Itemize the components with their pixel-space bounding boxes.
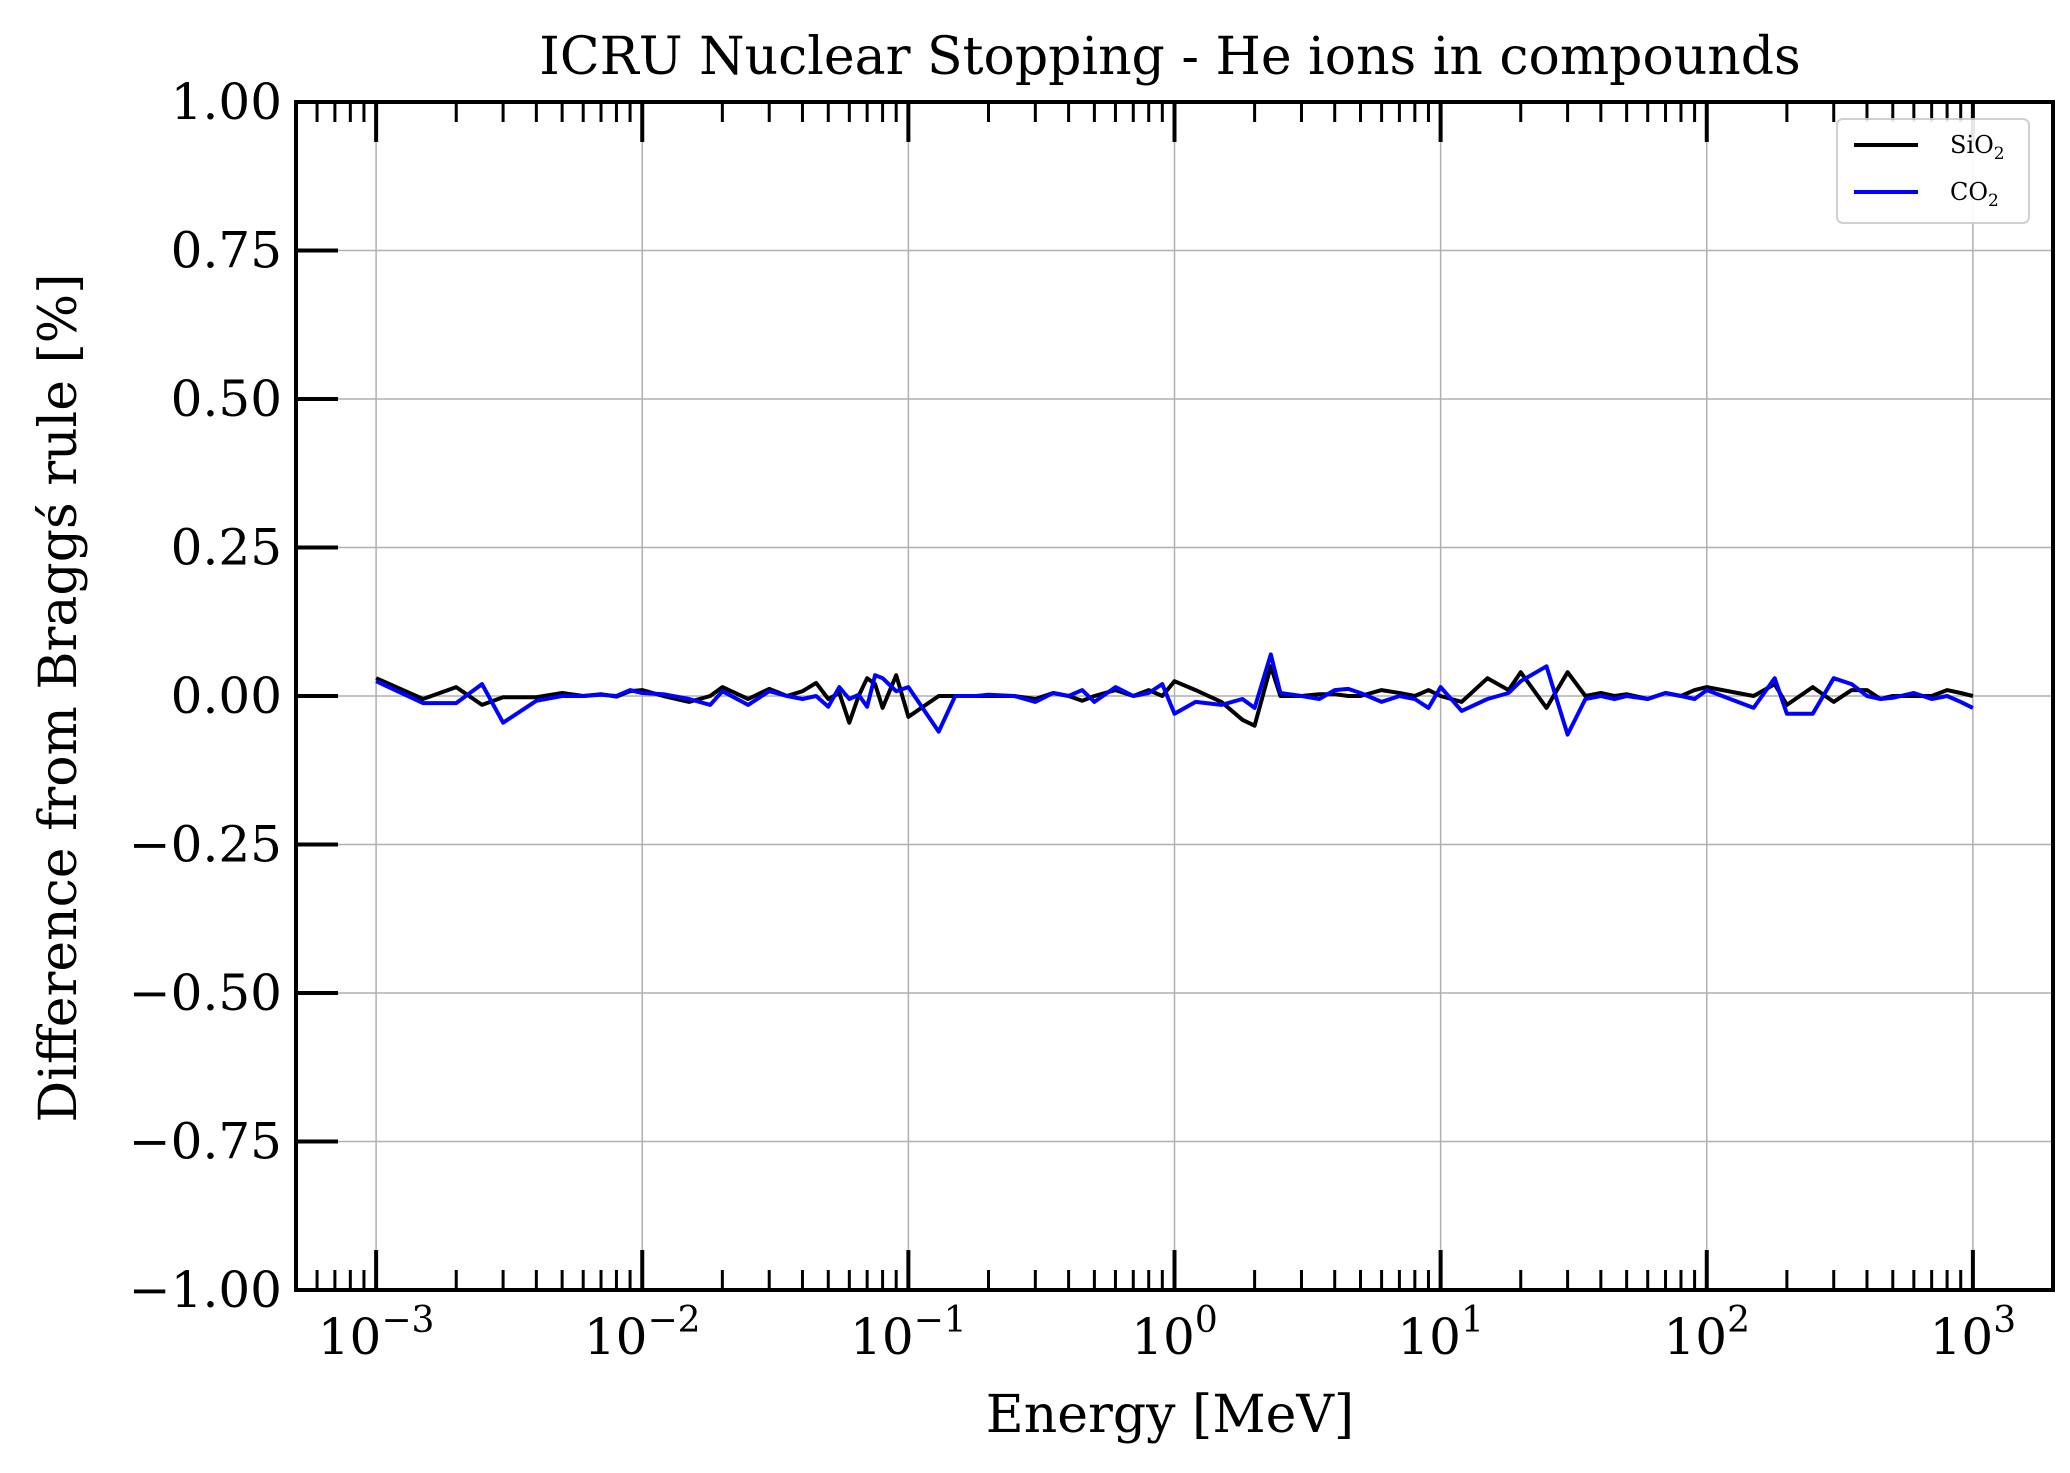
x-tick-label: 103 — [1930, 1300, 2017, 1366]
y-tick-label: −0.25 — [129, 816, 282, 874]
y-tick-label: −0.50 — [129, 964, 282, 1022]
series-line-co2 — [375, 652, 1974, 737]
series-line-sio2 — [375, 664, 1974, 728]
x-tick-label: 10−3 — [318, 1300, 435, 1366]
y-tick-label: 1.00 — [171, 73, 282, 131]
legend-box — [1836, 118, 2030, 224]
ticks-layer — [296, 100, 1975, 1292]
x-tick-label: 101 — [1397, 1300, 1484, 1366]
y-axis-label: Difference from Braggś rule [%] — [29, 274, 89, 1123]
x-axis-label: Energy [MeV] — [986, 1385, 1354, 1445]
x-tick-label: 102 — [1663, 1300, 1750, 1366]
legend: SiO2 CO2 — [1836, 118, 2030, 224]
y-tick-label: 0.00 — [171, 667, 282, 725]
y-tick-label: −0.75 — [129, 1113, 282, 1171]
chart-title: ICRU Nuclear Stopping - He ions in compo… — [539, 27, 1800, 87]
x-tick-label: 10−2 — [584, 1300, 701, 1366]
y-tick-label: 0.25 — [171, 519, 282, 577]
legend-label-sio2: SiO2 — [1950, 131, 2005, 164]
y-tick-label: 0.75 — [171, 222, 282, 280]
y-tick-label: 0.50 — [171, 370, 282, 428]
legend-label-co2: CO2 — [1950, 178, 1999, 211]
labels-layer: 10−3 10−2 10−1 100 101 102 103 1.00 0.75 0.50 0.25… — [129, 73, 2016, 1366]
x-tick-label: 100 — [1131, 1300, 1218, 1366]
x-tick-label: 10−1 — [850, 1300, 967, 1366]
series-layer — [375, 652, 1974, 737]
y-tick-label: −1.00 — [129, 1261, 282, 1319]
